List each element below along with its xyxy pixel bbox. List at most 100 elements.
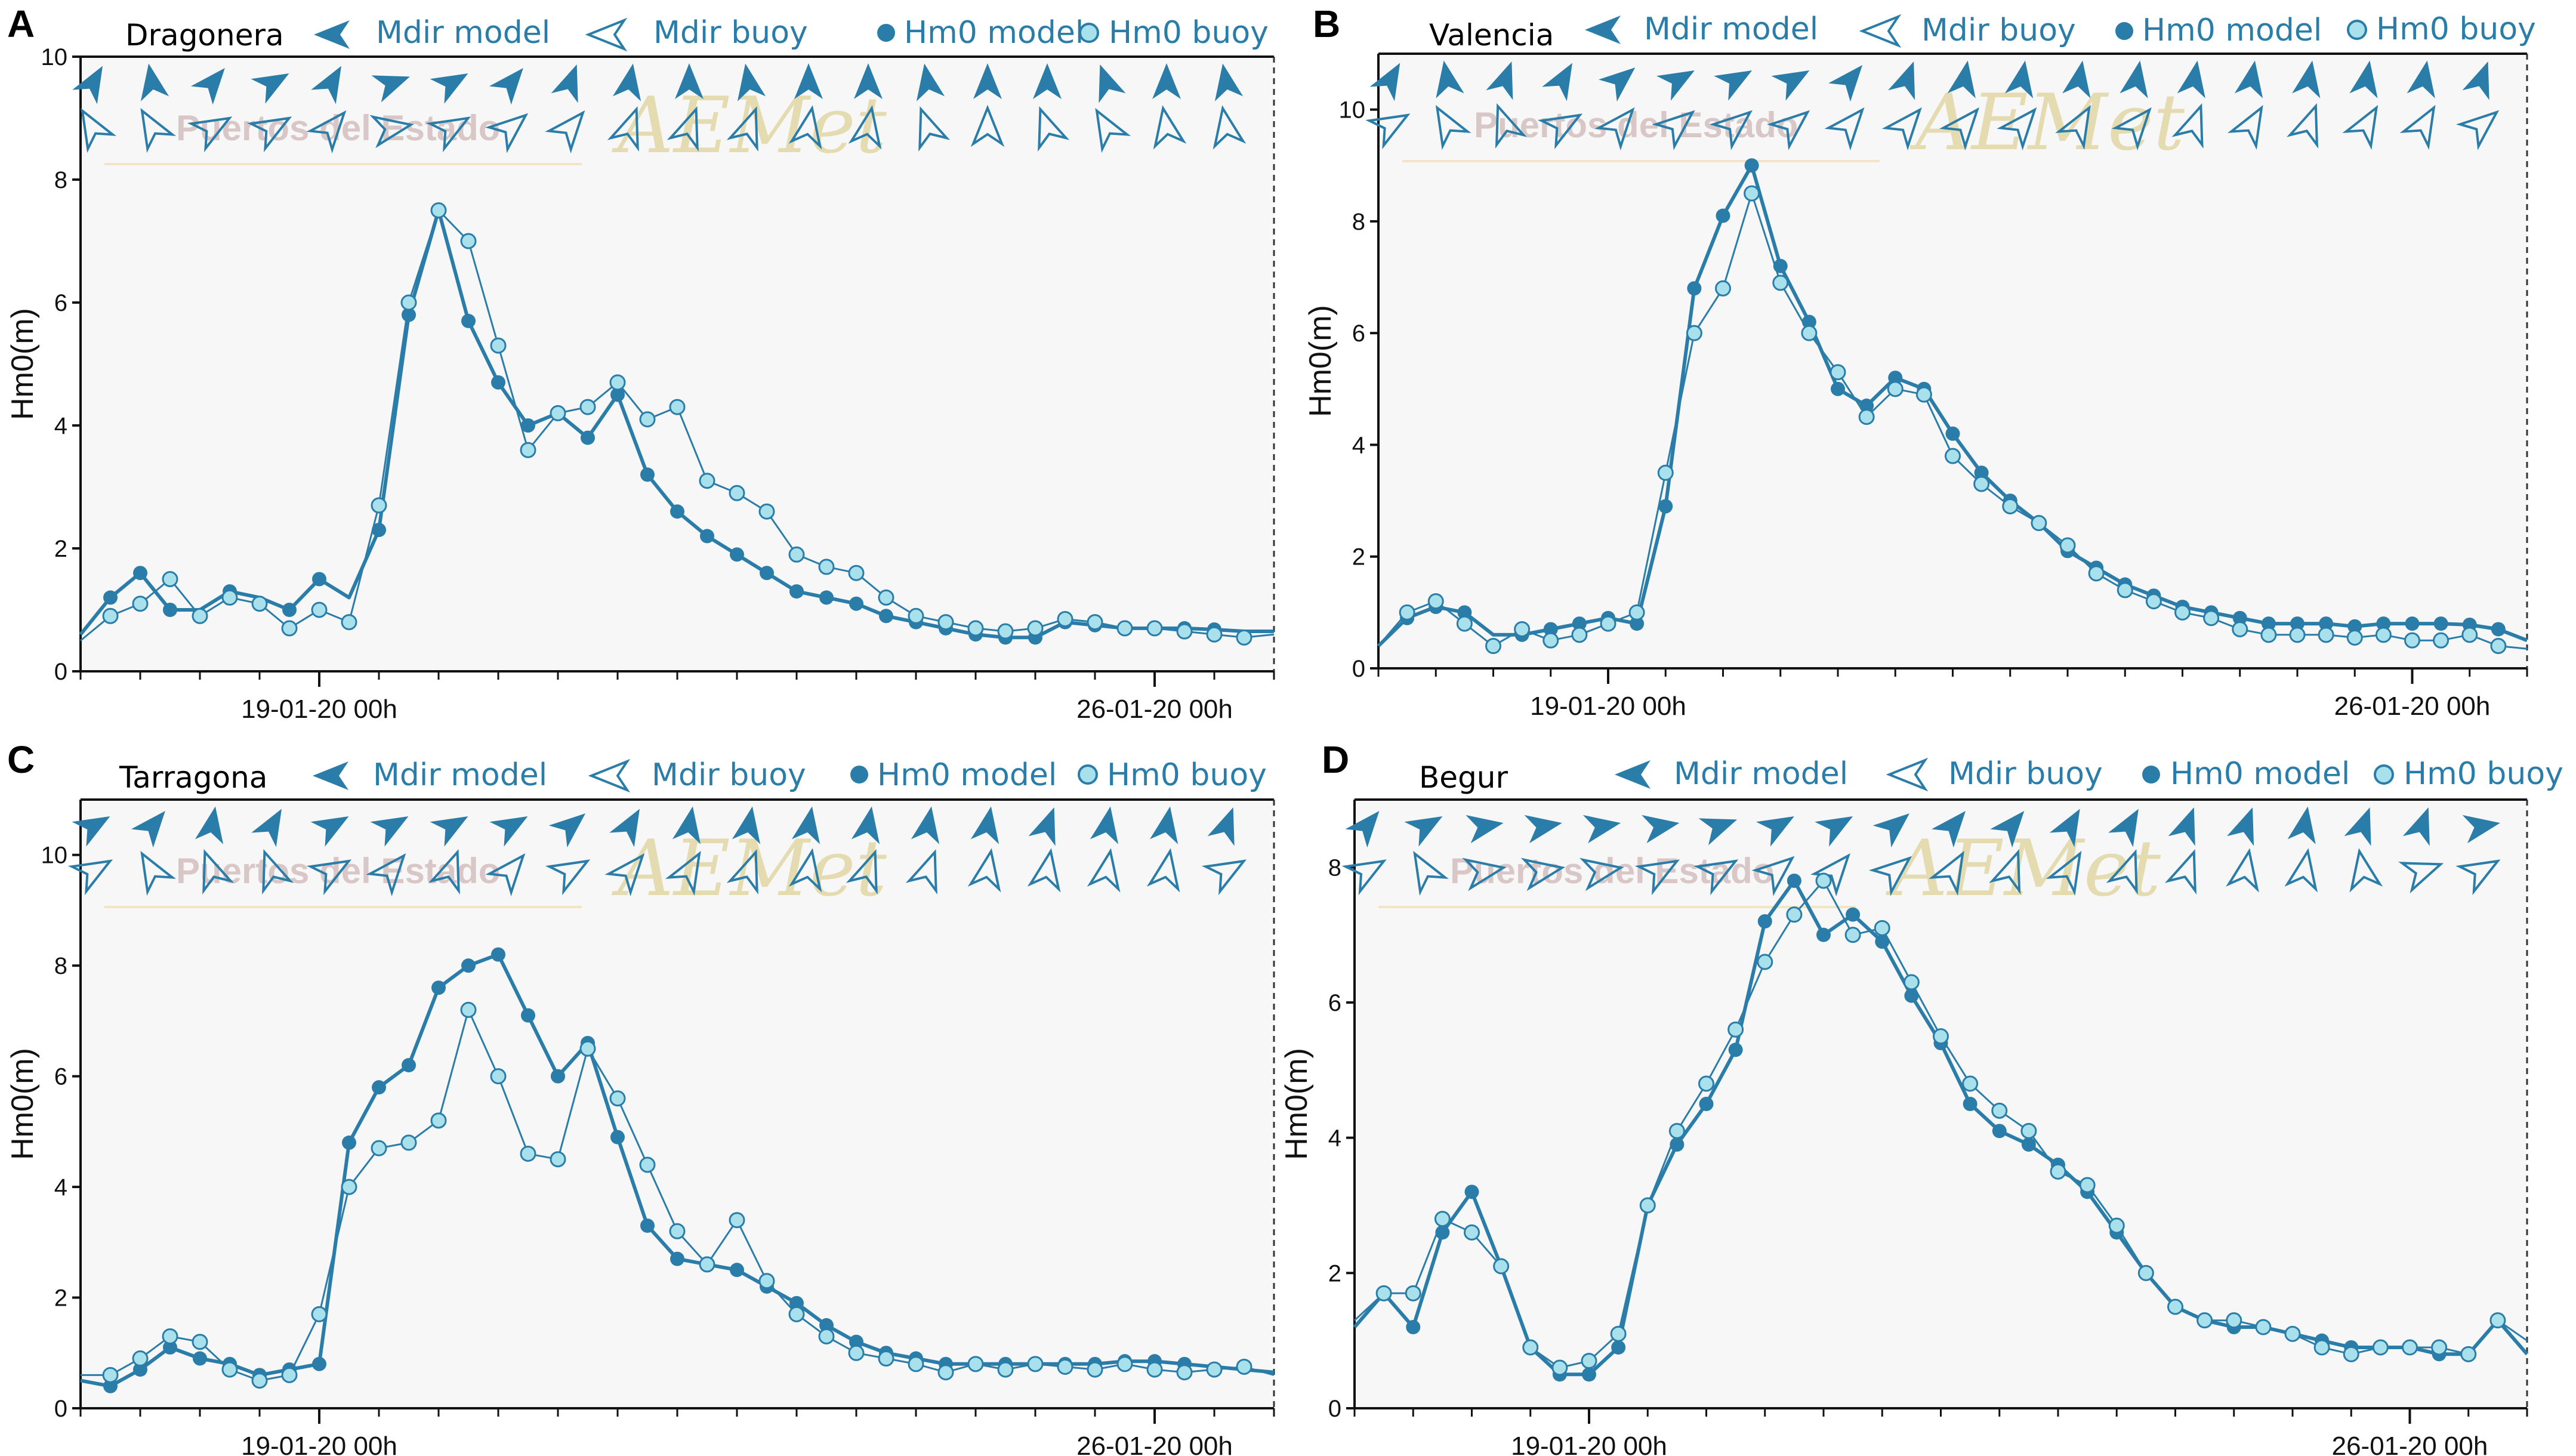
hm0-buoy-point [818, 1328, 835, 1344]
hm0-buoy-point [1991, 1102, 2008, 1119]
hm0-buoy-point [2461, 627, 2478, 643]
y-tick-label: 6 [1352, 320, 1365, 347]
hm0-buoy-point [1915, 386, 1932, 403]
hm0-buoy-point [937, 1364, 954, 1381]
hm0-model-point [163, 603, 177, 617]
hm0-model-point [700, 529, 714, 544]
hm0-model-point [1457, 605, 1472, 620]
hm0-buoy-point [758, 503, 775, 520]
hm0-buoy-point [192, 1334, 208, 1350]
y-tick-label: 4 [54, 1174, 67, 1201]
y-tick-label: 0 [54, 1396, 67, 1422]
hm0-buoy-point [1744, 185, 1760, 202]
legend-hm0-buoy: Hm0 buoy [1107, 757, 1267, 793]
hm0-model-point [1699, 1097, 1714, 1111]
hm0-buoy-point [967, 1356, 984, 1372]
hm0-model-point [2376, 616, 2391, 631]
hm0-buoy-point [132, 596, 149, 612]
plot-background [81, 800, 1274, 1408]
hm0-model-point [402, 307, 416, 322]
hm0-model-point [312, 572, 326, 587]
plot-background [81, 57, 1274, 671]
y-axis-label: Hm0(m) [1303, 305, 1338, 417]
hm0-buoy-point [1973, 476, 1990, 492]
hm0-model-point [1630, 616, 1645, 631]
hm0-model-point [1904, 988, 1919, 1003]
chart-title: Valencia [1429, 18, 1554, 53]
hm0-model-point [1611, 1340, 1626, 1355]
legend-mdir-model: Mdir model [373, 757, 547, 793]
hm0-buoy-point [221, 1361, 238, 1378]
legend-hm0-model-icon [2115, 22, 2133, 40]
hm0-buoy-point [1116, 620, 1133, 637]
hm0-buoy-point [430, 202, 447, 218]
hm0-buoy-point [1206, 626, 1223, 643]
legend-mdir-model-icon [1585, 16, 1621, 44]
hm0-buoy-point [430, 1112, 447, 1129]
hm0-model-point [521, 1008, 535, 1023]
hm0-buoy-point [1933, 1028, 1949, 1045]
plot-background [1355, 800, 2527, 1408]
legend-mdir-model-icon [314, 20, 350, 49]
hm0-model-point [372, 1080, 386, 1095]
hm0-buoy-point [1087, 1361, 1103, 1378]
hm0-buoy-point [550, 1151, 566, 1168]
x-tick-label: 26-01-20 00h [1076, 1432, 1233, 1456]
hm0-buoy-point [281, 1366, 298, 1383]
hm0-buoy-point [371, 497, 387, 514]
hm0-buoy-point [311, 1306, 328, 1322]
hm0-buoy-point [997, 623, 1014, 640]
hm0-model-point [1658, 499, 1673, 514]
legend-mdir-buoy-icon [590, 760, 628, 791]
hm0-buoy-point [1027, 1356, 1044, 1372]
hm0-model-point [819, 590, 834, 605]
y-tick-label: 0 [1352, 656, 1365, 682]
legend-hm0-buoy: Hm0 buoy [2404, 756, 2563, 792]
hm0-buoy-point [1522, 1339, 1539, 1356]
legend-hm0-model: Hm0 model [877, 757, 1057, 793]
hm0-model-point [461, 313, 476, 328]
hm0-model-point [103, 590, 118, 605]
hm0-buoy-point [2174, 604, 2191, 621]
y-tick-label: 8 [1328, 855, 1341, 881]
y-tick-label: 8 [1352, 209, 1365, 235]
hm0-model-point [2347, 619, 2362, 634]
hm0-model-point [1888, 371, 1903, 385]
hm0-buoy-point [2232, 621, 2248, 637]
hm0-model-point [133, 1362, 147, 1377]
panel-c: C Tarragona Mdir model Mdir buoy Hm0 mod… [5, 738, 1275, 1456]
hm0-buoy-point [848, 564, 865, 581]
hm0-buoy-point [1542, 632, 1559, 649]
hm0-buoy-point [1236, 629, 1252, 646]
hm0-buoy-point [341, 1179, 357, 1195]
hm0-buoy-point [192, 607, 208, 624]
hm0-buoy-point [251, 1372, 268, 1389]
legend-hm0-model-icon [877, 24, 895, 42]
hm0-buoy-point [2318, 627, 2334, 643]
watermark-aemet: AEMet [612, 823, 887, 914]
hm0-buoy-point [729, 485, 745, 501]
hm0-model-point [1582, 1367, 1596, 1382]
hm0-buoy-point [1581, 1353, 1597, 1369]
hm0-buoy-point [1786, 906, 1803, 923]
hm0-model-point [760, 566, 774, 581]
hm0-model-point [610, 1130, 625, 1145]
hm0-buoy-point [1464, 1224, 1480, 1241]
y-tick-label: 10 [41, 44, 68, 70]
hm0-model-point [2290, 616, 2304, 631]
hm0-buoy-point [2490, 638, 2507, 655]
hm0-buoy-point [758, 1273, 775, 1290]
y-tick-label: 6 [54, 1064, 67, 1090]
chart-title: Dragonera [125, 18, 284, 53]
hm0-buoy-point [669, 399, 686, 415]
hm0-buoy-point [967, 620, 984, 637]
hm0-buoy-point [1962, 1075, 1979, 1092]
hm0-buoy-point [1715, 280, 1731, 297]
hm0-model-point [2261, 616, 2276, 631]
hm0-buoy-point [2145, 593, 2162, 610]
hm0-buoy-point [2346, 630, 2363, 646]
hm0-buoy-point [2167, 1298, 2183, 1315]
legend-hm0-buoy: Hm0 buoy [1109, 15, 1269, 51]
hm0-buoy-point [2460, 1346, 2477, 1362]
hm0-model-point [163, 1340, 177, 1355]
